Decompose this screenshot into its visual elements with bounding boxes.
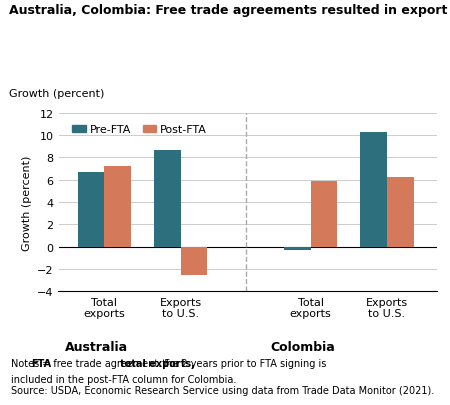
Bar (181, 247, 207, 275)
Text: total exports,: total exports, (120, 358, 195, 369)
Text: FTA: FTA (31, 358, 51, 369)
Text: Australia, Colombia: Free trade agreements resulted in export growth: Australia, Colombia: Free trade agreemen… (9, 4, 450, 17)
Text: = free trade agreement. For: = free trade agreement. For (39, 358, 183, 369)
Bar (360, 132, 387, 247)
Text: Growth (percent): Growth (percent) (9, 89, 104, 99)
Text: the 2 years prior to FTA signing is: the 2 years prior to FTA signing is (159, 358, 327, 369)
Text: Source: USDA, Economic Research Service using data from Trade Data Monitor (2021: Source: USDA, Economic Research Service … (11, 385, 435, 395)
Legend: Pre-FTA, Post-FTA: Pre-FTA, Post-FTA (68, 121, 212, 140)
Bar (387, 178, 414, 247)
Bar (154, 150, 181, 247)
Text: Notes:: Notes: (11, 358, 46, 369)
Y-axis label: Growth (percent): Growth (percent) (22, 155, 32, 250)
Text: included in the post-FTA column for Colombia.: included in the post-FTA column for Colo… (11, 374, 237, 384)
Bar (310, 181, 337, 247)
Bar (104, 167, 131, 247)
Bar (284, 247, 310, 250)
Text: Colombia: Colombia (270, 340, 335, 353)
Text: Australia: Australia (65, 340, 128, 353)
Bar (77, 173, 104, 247)
